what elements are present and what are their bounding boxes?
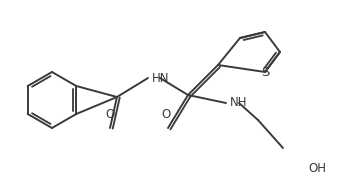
Text: S: S — [261, 66, 269, 79]
Text: O: O — [161, 108, 170, 121]
Text: HN: HN — [152, 72, 169, 85]
Text: O: O — [105, 108, 115, 121]
Text: NH: NH — [230, 96, 248, 109]
Text: OH: OH — [308, 162, 326, 175]
